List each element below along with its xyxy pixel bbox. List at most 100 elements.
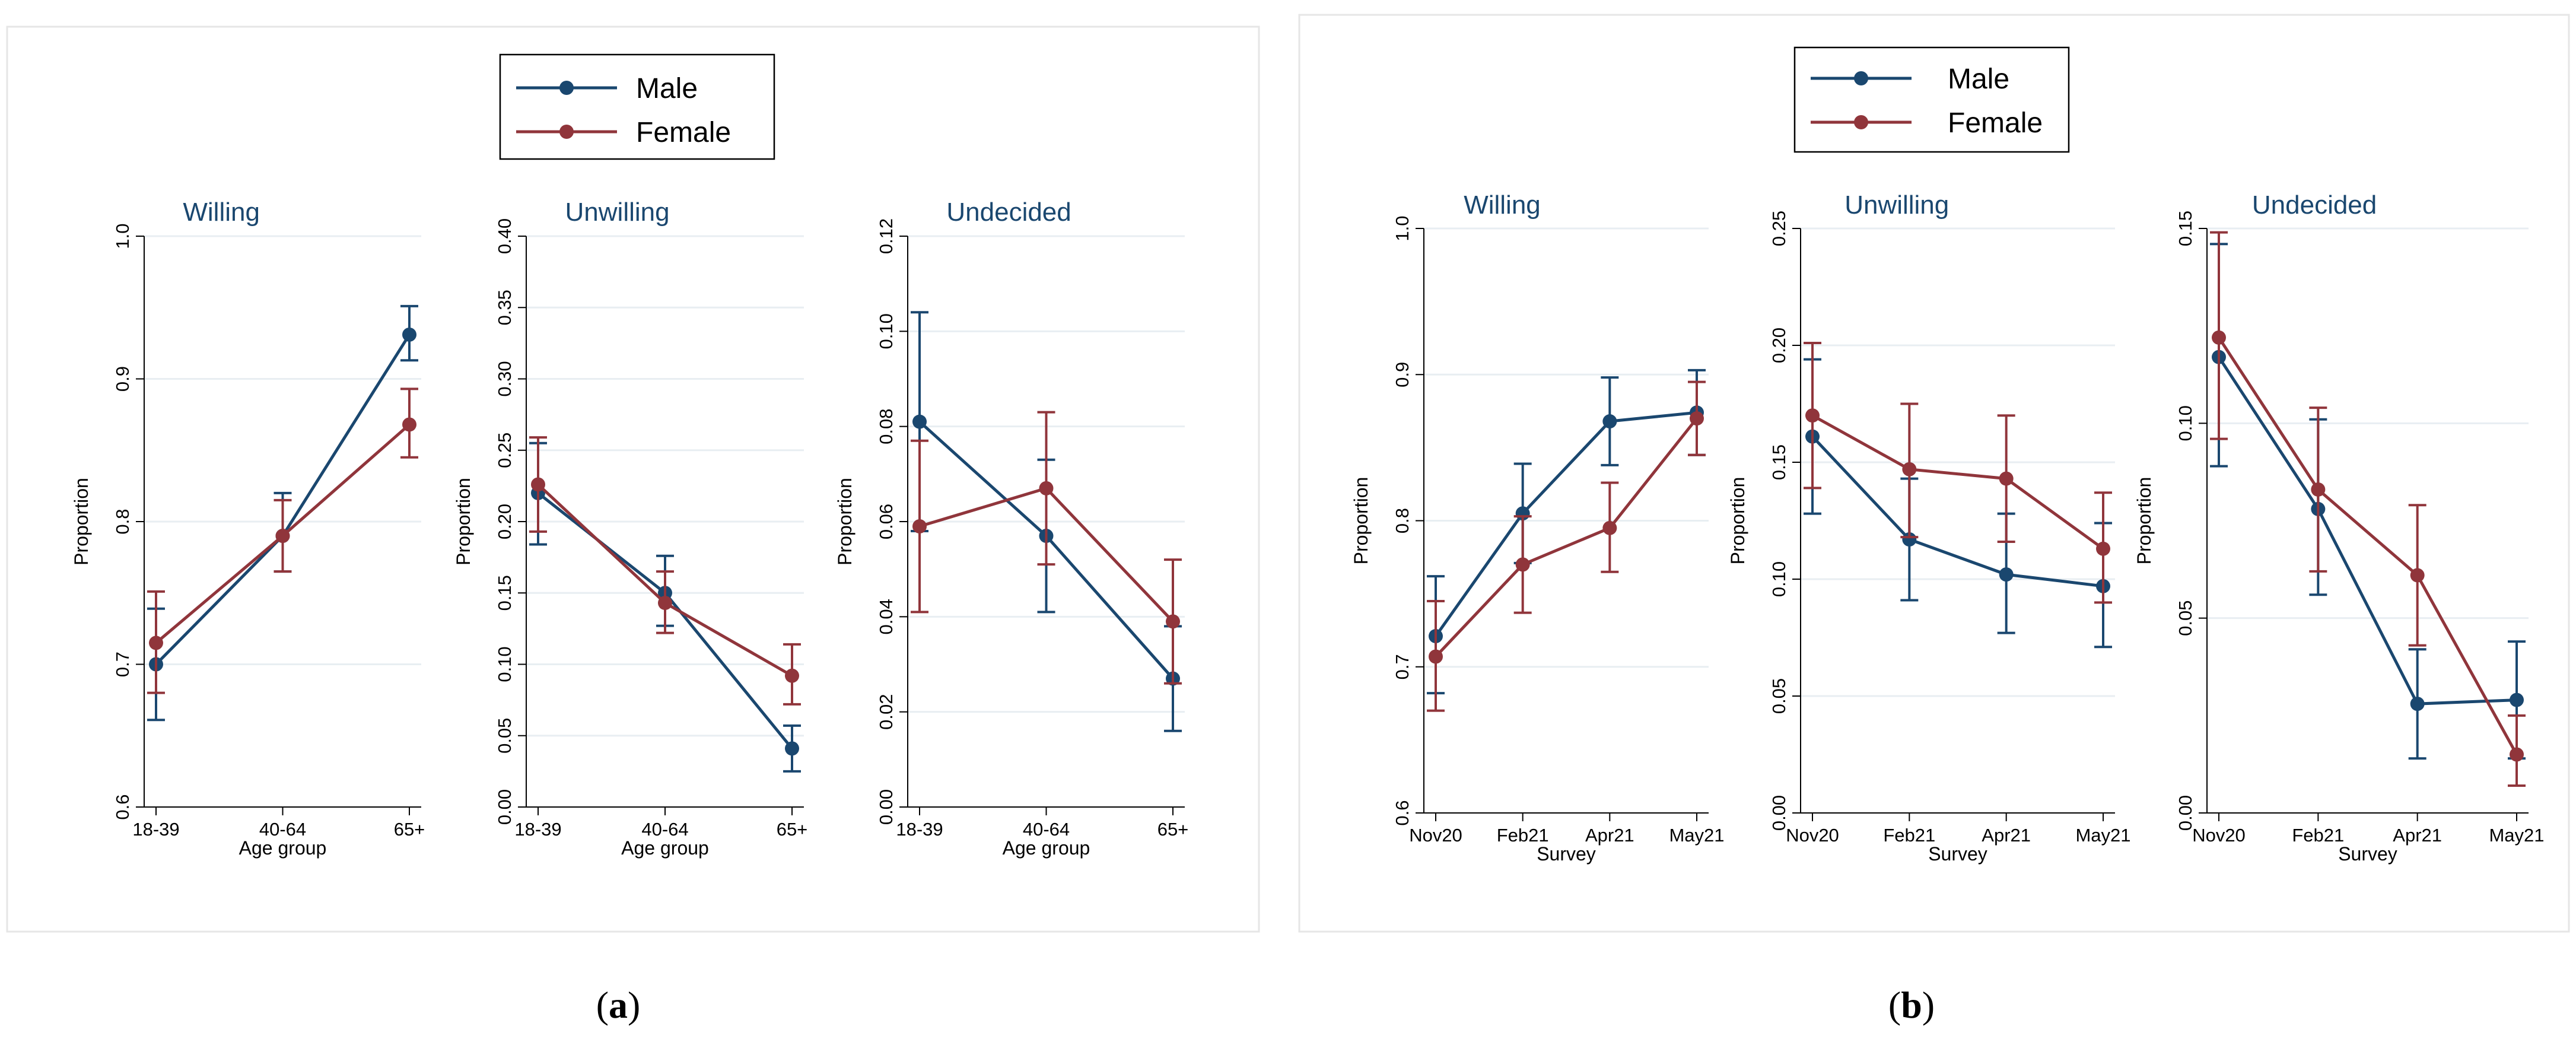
data-point-male [2510,692,2524,707]
legend-label-male: Male [1948,63,2009,95]
chart-undecided-survey: 0.00 0.05 0.10 0.15 Nov20 Feb21 Apr21 May21 Surv… [2133,190,2545,865]
data-point-female [1429,649,1443,664]
series-line-female [1811,414,2104,550]
x-tick-label: 40-64 [1023,819,1070,840]
y-tick-label: 0.30 [494,361,515,396]
x-axis-title: Survey [1928,843,1987,865]
data-point-female [2510,747,2524,762]
legend-entry-male: Male [1811,63,2009,95]
y-tick-label: 0.25 [494,433,515,468]
plot-title: Willing [183,198,260,227]
x-tick-label: 65+ [777,819,808,840]
x-axis-title: Age group [1003,837,1090,859]
data-point-female [2311,482,2326,497]
legend-marker-female [559,125,574,139]
series-line-male [1434,411,1697,637]
y-tick-label: 0.10 [494,646,515,682]
y-tick-label: 0.06 [876,504,896,539]
data-point-female [785,668,799,683]
panel-b-frame [1298,14,2570,933]
x-tick-label: May21 [2075,825,2130,846]
x-tick-label: 18-39 [896,819,943,840]
y-tick-label: 0.35 [494,290,515,325]
legend-label-female: Female [1948,107,2043,139]
legend-marker-male [559,81,574,95]
caption-a: (a) [596,984,641,1026]
y-tick-label: 0.6 [1392,800,1413,825]
plot-title: Undecided [2252,190,2377,220]
y-tick-label: 0.8 [112,509,133,534]
legend-entry-female: Female [1811,107,2043,139]
x-tick-label: May21 [1669,825,1724,846]
data-point-male [2410,697,2425,711]
data-point-female [1805,408,1820,423]
data-point-male [1602,414,1617,429]
x-axis-title: Age group [239,837,327,859]
chart-undecided-age: 0.00 0.02 0.04 0.06 0.08 0.10 0.12 18-39 40-64 65… [834,198,1188,859]
x-tick-label: Apr21 [1585,825,1634,846]
y-tick-label: 0.05 [494,718,515,754]
x-tick-label: 18-39 [514,819,561,840]
legend-marker-female [1854,115,1868,129]
y-tick-label: 0.9 [112,366,133,392]
y-tick-label: 0.05 [1769,678,1789,714]
x-tick-label: Nov20 [1409,825,1462,846]
y-axis-title: Proportion [834,478,856,566]
data-point-female [149,636,163,650]
series-line-male [2217,356,2517,706]
chart-willing-age: 0.6 0.7 0.8 0.9 1.0 18-39 40-64 65+ Age group Pro… [71,198,425,859]
caption-b: (b) [1888,984,1935,1026]
y-tick-label: 0.15 [1769,444,1789,480]
legend-marker-male [1854,71,1868,85]
data-point-female [531,477,545,492]
x-tick-label: Feb21 [1883,825,1935,846]
y-tick-label: 0.25 [1769,211,1789,246]
data-point-female [1166,614,1180,629]
y-tick-label: 0.10 [876,313,896,349]
y-tick-label: 0.12 [876,218,896,254]
caption-letter: b [1901,984,1922,1026]
y-tick-label: 0.8 [1392,508,1413,533]
data-point-female [912,519,927,534]
y-axis-title: Proportion [453,478,474,566]
y-tick-label: 0.00 [494,789,515,825]
data-point-male [1902,532,1917,547]
x-tick-label: Nov20 [2192,825,2246,846]
data-point-male [785,741,799,756]
data-point-female [2410,568,2425,583]
legend-label-male: Male [636,73,698,104]
x-tick-label: 40-64 [641,819,688,840]
data-point-female [1690,411,1704,426]
x-tick-label: 65+ [1157,819,1189,840]
y-tick-label: 0.7 [112,652,133,677]
y-tick-label: 0.20 [1769,328,1789,363]
plot-title: Unwilling [565,198,670,227]
caption-letter: a [609,984,628,1026]
y-tick-label: 0.20 [494,504,515,539]
y-tick-label: 0.6 [112,794,133,819]
caption-close: ) [628,984,640,1026]
y-tick-label: 0.7 [1392,654,1413,679]
data-point-female [2096,541,2110,556]
plot-title: Unwilling [1844,190,1949,220]
y-tick-label: 0.05 [2175,600,2196,636]
series-line-female [2217,336,2518,755]
y-tick-label: 0.00 [2175,795,2196,831]
data-point-male [1999,567,2014,582]
x-tick-label: Nov20 [1786,825,1839,846]
x-tick-label: Apr21 [2393,825,2442,846]
panel-a-frame [6,26,1260,933]
chart-unwilling-age: 0.00 0.05 0.10 0.15 0.20 0.25 0.30 0.35 0.40 18-3… [453,198,807,859]
x-tick-label: May21 [2489,825,2544,846]
y-tick-label: 0.00 [1769,795,1789,831]
x-axis-title: Age group [621,837,709,859]
data-point-female [1999,471,2014,486]
x-axis-title: Survey [2338,843,2397,865]
caption-open: ( [1888,984,1901,1026]
legend-panel-a: Male Female [499,53,775,160]
y-axis-title: Proportion [71,478,92,566]
y-tick-label: 0.04 [876,599,896,634]
data-point-male [912,414,927,429]
series-line-male [1811,435,2104,588]
y-axis-title: Proportion [2133,477,2155,565]
